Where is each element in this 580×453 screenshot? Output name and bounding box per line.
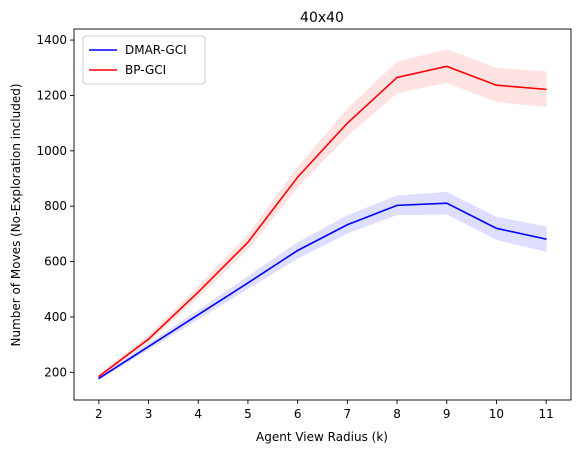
y-tick-label-0: 200 bbox=[44, 365, 67, 379]
point-series-1-1 bbox=[147, 338, 150, 340]
y-axis-label: Number of Moves (No-Exploration included… bbox=[9, 83, 23, 346]
x-tick-label-0: 2 bbox=[95, 407, 103, 421]
y-tick-label-6: 1400 bbox=[36, 33, 67, 47]
line-series-0 bbox=[98, 202, 547, 380]
y-tick-label-2: 600 bbox=[44, 255, 67, 269]
x-tick-label-2: 4 bbox=[194, 407, 202, 421]
chart-title: 40x40 bbox=[300, 10, 344, 26]
x-axis-label: Agent View Radius (k) bbox=[256, 430, 388, 444]
point-series-1-5 bbox=[346, 122, 348, 124]
y-tick-label-5: 1200 bbox=[36, 88, 67, 102]
point-series-0-1 bbox=[147, 345, 150, 348]
band-series-1 bbox=[98, 49, 547, 380]
plot-area: 2 3 4 5 6 7 8 9 10 11 200 400 600 800 1000 1200 1400 bbox=[36, 28, 572, 421]
point-series-0-4 bbox=[297, 249, 299, 252]
point-series-1-4 bbox=[297, 176, 299, 178]
x-tick-label-7: 9 bbox=[443, 407, 451, 421]
legend: DMAR-GCI BP-GCI bbox=[82, 35, 206, 85]
point-series-1-7 bbox=[446, 65, 448, 67]
y-tick-label-1: 400 bbox=[44, 310, 67, 324]
point-series-1-0 bbox=[98, 375, 100, 378]
x-tick-label-6: 8 bbox=[393, 407, 401, 421]
point-series-1-9 bbox=[545, 88, 547, 90]
line-series-1 bbox=[98, 65, 547, 378]
point-series-0-2 bbox=[197, 314, 199, 316]
axes-frame bbox=[73, 28, 572, 401]
legend-label-0: DMAR-GCI bbox=[125, 43, 187, 57]
x-tick-label-4: 6 bbox=[294, 407, 302, 421]
point-series-0-9 bbox=[545, 238, 547, 240]
x-tick-label-5: 7 bbox=[344, 407, 352, 421]
x-tick-label-9: 11 bbox=[539, 407, 554, 421]
band-series-0 bbox=[98, 191, 547, 381]
x-tick-label-1: 3 bbox=[145, 407, 153, 421]
point-series-1-8 bbox=[495, 84, 498, 86]
x-tick-label-3: 5 bbox=[244, 407, 252, 421]
x-tick-label-8: 10 bbox=[489, 407, 504, 421]
point-series-0-8 bbox=[495, 227, 498, 229]
y-tick-label-4: 1000 bbox=[36, 144, 67, 158]
point-series-0-3 bbox=[247, 282, 249, 284]
point-series-1-2 bbox=[197, 291, 199, 293]
legend-label-1: BP-GCI bbox=[125, 63, 166, 77]
point-series-0-5 bbox=[346, 224, 348, 226]
point-series-0-7 bbox=[446, 202, 448, 204]
point-series-1-3 bbox=[247, 241, 249, 243]
point-series-1-6 bbox=[396, 76, 398, 79]
legend-box bbox=[82, 35, 206, 85]
point-series-0-0 bbox=[98, 377, 100, 380]
point-series-0-6 bbox=[396, 204, 398, 206]
y-tick-label-3: 800 bbox=[44, 199, 67, 213]
